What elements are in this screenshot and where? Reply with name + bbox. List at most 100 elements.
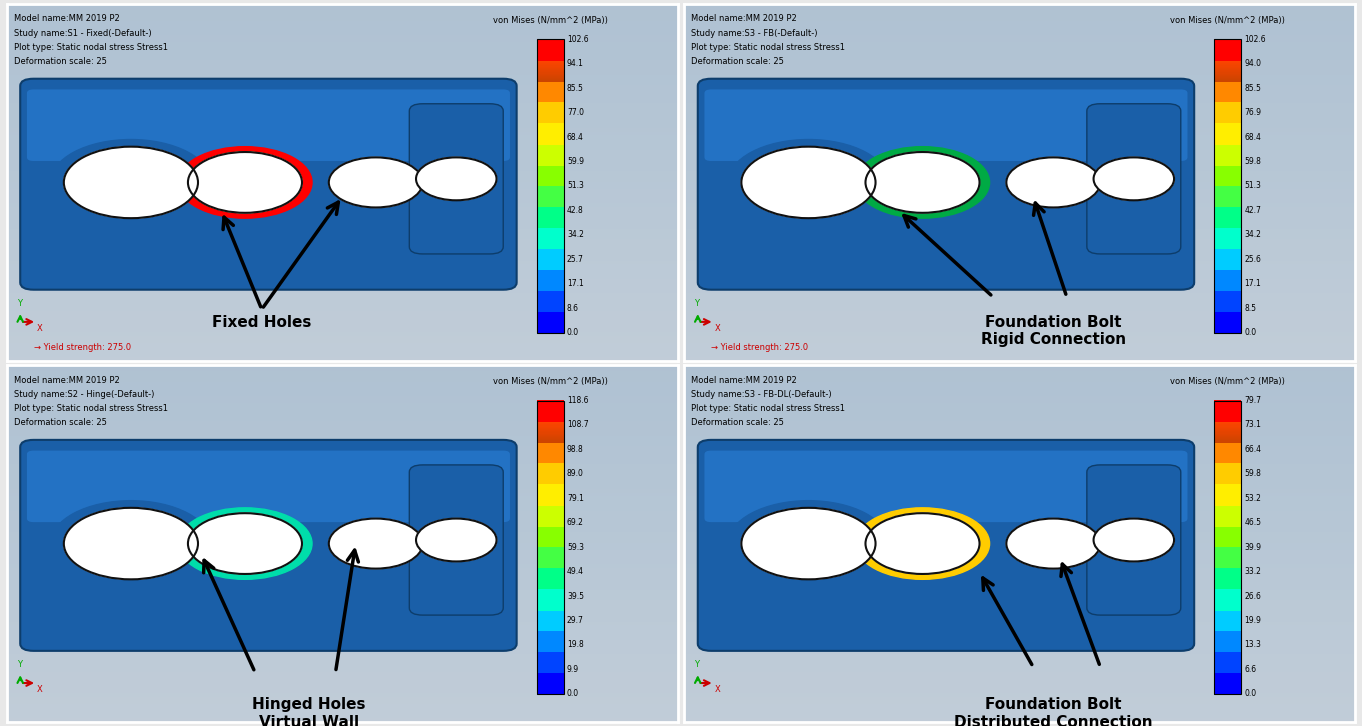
Bar — [1215, 280, 1241, 281]
Bar — [537, 650, 564, 651]
Bar — [1215, 676, 1241, 677]
Bar — [537, 192, 564, 193]
Bar — [537, 554, 564, 556]
Bar — [537, 546, 564, 547]
Bar — [1215, 579, 1241, 581]
Bar — [1215, 512, 1241, 513]
Bar — [537, 483, 564, 484]
Bar — [537, 502, 564, 503]
Bar — [537, 437, 564, 439]
Bar — [537, 608, 564, 610]
Bar — [1215, 153, 1241, 155]
Text: 19.8: 19.8 — [567, 640, 584, 649]
Text: Deformation scale: 25: Deformation scale: 25 — [14, 57, 106, 66]
Bar — [1215, 454, 1241, 456]
Bar — [1215, 147, 1241, 149]
Bar — [1215, 693, 1241, 694]
Bar — [1215, 618, 1241, 619]
Bar — [537, 404, 564, 405]
Bar — [537, 93, 564, 94]
Bar — [537, 282, 564, 283]
Bar — [1215, 569, 1241, 571]
Bar — [537, 288, 564, 290]
Bar — [1215, 158, 1241, 159]
FancyBboxPatch shape — [20, 440, 516, 650]
Bar — [1215, 219, 1241, 220]
Bar — [537, 614, 564, 616]
Bar — [1215, 169, 1241, 171]
Bar — [1215, 563, 1241, 564]
Bar — [1215, 587, 1241, 589]
Bar — [1215, 622, 1241, 624]
Text: 26.6: 26.6 — [1245, 592, 1261, 600]
Bar — [537, 500, 564, 502]
Bar — [1215, 239, 1241, 240]
Bar — [1215, 640, 1241, 642]
Bar — [537, 182, 564, 183]
Bar — [1215, 231, 1241, 232]
Bar — [537, 445, 564, 446]
Bar — [537, 668, 564, 669]
Bar — [1215, 547, 1241, 549]
Bar — [537, 664, 564, 665]
Bar — [537, 215, 564, 216]
Bar — [537, 246, 564, 248]
Bar — [537, 683, 564, 685]
Bar — [1215, 407, 1241, 409]
Bar — [537, 76, 564, 78]
Bar — [1215, 482, 1241, 484]
Text: 34.2: 34.2 — [567, 230, 584, 240]
Bar — [1215, 106, 1241, 107]
Circle shape — [865, 152, 979, 213]
Bar — [537, 507, 564, 509]
Circle shape — [188, 513, 302, 574]
Bar — [1215, 114, 1241, 115]
Circle shape — [1094, 518, 1174, 561]
Bar — [1215, 43, 1241, 44]
FancyBboxPatch shape — [704, 89, 1188, 161]
Bar — [1215, 126, 1241, 128]
Bar — [1215, 619, 1241, 620]
Bar — [537, 459, 564, 460]
Bar — [537, 496, 564, 497]
Bar — [537, 468, 564, 470]
Bar — [1215, 691, 1241, 693]
Text: 8.5: 8.5 — [1245, 303, 1257, 313]
Bar — [1215, 568, 1241, 570]
Bar — [1215, 264, 1241, 266]
Bar — [537, 505, 564, 506]
Bar — [1215, 500, 1241, 502]
Bar — [1215, 427, 1241, 428]
Bar — [537, 65, 564, 67]
Bar — [1215, 192, 1241, 193]
Text: 94.0: 94.0 — [1245, 60, 1261, 68]
Circle shape — [178, 147, 312, 219]
Bar — [537, 108, 564, 110]
Bar — [1215, 559, 1241, 560]
Bar — [537, 139, 564, 141]
Bar — [1215, 626, 1241, 627]
Text: 85.5: 85.5 — [1245, 83, 1261, 93]
Bar — [1215, 634, 1241, 635]
Bar — [537, 644, 564, 645]
Bar — [1215, 132, 1241, 134]
Bar — [1215, 510, 1241, 511]
Bar — [1215, 78, 1241, 80]
Bar — [537, 497, 564, 498]
Bar — [1215, 506, 1241, 507]
Bar — [537, 321, 564, 322]
Text: Model name:MM 2019 P2: Model name:MM 2019 P2 — [691, 15, 797, 23]
Bar — [537, 130, 564, 131]
Bar — [537, 309, 564, 311]
Bar — [1215, 290, 1241, 291]
Bar — [1215, 651, 1241, 653]
Bar — [537, 158, 564, 160]
Bar — [1215, 636, 1241, 637]
Bar — [1215, 59, 1241, 60]
Bar — [537, 558, 564, 559]
Bar — [537, 85, 564, 86]
Bar — [537, 536, 564, 537]
Bar — [537, 528, 564, 529]
Bar — [537, 599, 564, 600]
Bar — [1215, 447, 1241, 449]
